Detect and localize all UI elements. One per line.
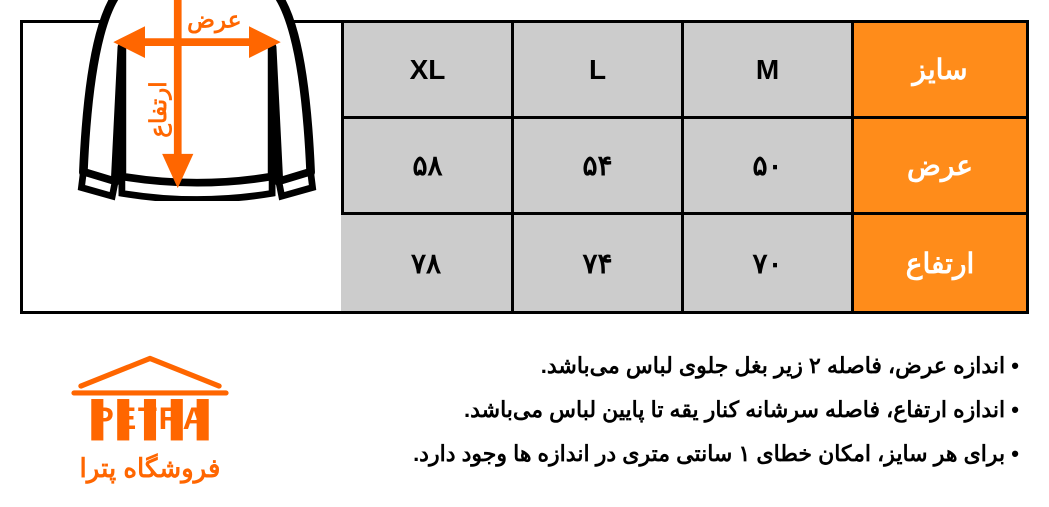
notes-section: • اندازه عرض، فاصله ۲ زیر بغل جلوی لباس … bbox=[20, 344, 1029, 484]
height-xl: ۷۸ bbox=[341, 215, 511, 311]
size-table: سایز M L XL عرض bbox=[20, 20, 1029, 314]
logo-text: PETRA bbox=[93, 401, 207, 436]
note-1: • اندازه عرض، فاصله ۲ زیر بغل جلوی لباس … bbox=[280, 344, 1019, 388]
notes-list: • اندازه عرض، فاصله ۲ زیر بغل جلوی لباس … bbox=[280, 344, 1029, 476]
diagram-label-width: عرض bbox=[187, 7, 241, 35]
petra-logo-icon: PETRA bbox=[55, 349, 245, 449]
note-2: • اندازه ارتفاع، فاصله سرشانه کنار یقه ت… bbox=[280, 388, 1019, 432]
header-width: عرض bbox=[851, 119, 1026, 215]
size-l: L bbox=[511, 23, 681, 119]
note-3: • برای هر سایز، امکان خطای ۱ سانتی متری … bbox=[280, 432, 1019, 476]
height-m: ۷۰ bbox=[681, 215, 851, 311]
width-xl: ۵۸ bbox=[341, 119, 511, 215]
logo-caption: فروشگاه پترا bbox=[80, 453, 221, 484]
sweater-icon: عرض ارتفاع bbox=[62, 0, 332, 201]
header-height: ارتفاع bbox=[851, 215, 1026, 311]
logo-block: PETRA فروشگاه پترا bbox=[20, 344, 280, 484]
diagram-label-height: ارتفاع bbox=[145, 81, 173, 138]
height-l: ۷۴ bbox=[511, 215, 681, 311]
header-size: سایز bbox=[851, 23, 1026, 119]
size-xl: XL bbox=[341, 23, 511, 119]
width-l: ۵۴ bbox=[511, 119, 681, 215]
sweater-diagram: عرض ارتفاع bbox=[53, 23, 341, 119]
size-m: M bbox=[681, 23, 851, 119]
width-m: ۵۰ bbox=[681, 119, 851, 215]
